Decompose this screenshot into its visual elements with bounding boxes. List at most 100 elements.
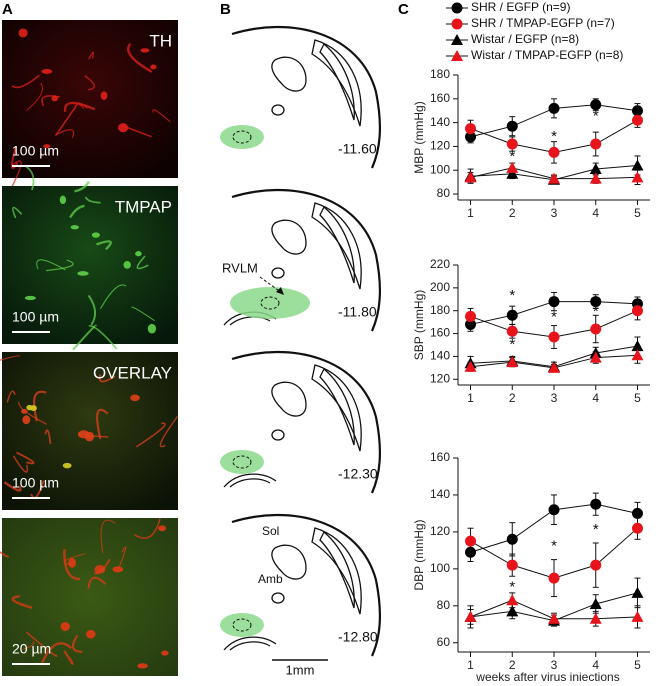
- rvlm-region: [220, 125, 264, 149]
- cell: [147, 323, 157, 334]
- y-tick-label: 180: [430, 67, 450, 81]
- peduncle: [319, 42, 355, 121]
- point: [589, 351, 602, 363]
- significance: *: [509, 336, 515, 353]
- legend-label: SHR / TMPAP-EGFP (n=7): [471, 16, 615, 30]
- fiber: [159, 415, 179, 448]
- fiber: [12, 455, 29, 473]
- legend-entry: Wistar / EGFP (n=8): [446, 32, 579, 46]
- fiber: [16, 451, 35, 465]
- point: [506, 533, 518, 545]
- pyramid: [223, 473, 277, 488]
- cell: [41, 69, 53, 74]
- legend-label: Wistar / EGFP (n=8): [471, 32, 579, 46]
- point: [631, 305, 643, 317]
- significance: *: [551, 309, 557, 326]
- nucleus-label: Sol: [262, 524, 279, 538]
- point: [631, 340, 644, 352]
- fiber: [26, 82, 43, 111]
- x-tick-label: 3: [551, 391, 558, 405]
- fiber: [127, 42, 153, 73]
- cell: [140, 48, 150, 53]
- image-bg: [2, 518, 178, 676]
- fiber: [84, 75, 95, 91]
- x-tick-label: 3: [551, 206, 558, 220]
- image-caption: TMPAP: [115, 197, 172, 216]
- micrograph: 20 µm: [0, 518, 178, 676]
- significance: *: [551, 128, 557, 145]
- point: [590, 296, 602, 308]
- fiber: [0, 355, 21, 361]
- cell: [43, 144, 51, 149]
- fiber: [63, 101, 96, 113]
- y-tick-label: 160: [430, 91, 450, 105]
- point: [548, 146, 560, 158]
- brain-section: -12.30: [220, 351, 381, 494]
- point: [506, 138, 518, 150]
- brain-section: -11.80 RVLM: [222, 189, 381, 332]
- peduncle: [311, 202, 362, 290]
- fiber: [30, 480, 45, 499]
- fiber: [26, 631, 58, 657]
- fiber: [100, 519, 116, 554]
- point: [506, 356, 519, 368]
- arrowhead: [276, 287, 284, 295]
- significance: *: [593, 521, 599, 538]
- y-tick-label: 220: [430, 257, 450, 271]
- cell: [68, 558, 77, 568]
- panel-c: SHR / EGFP (n=9) SHR / TMPAP-EGFP (n=7) Wi…: [412, 0, 650, 684]
- fiber: [84, 196, 101, 204]
- fiber: [63, 650, 74, 665]
- rvlm-outline: [232, 618, 252, 632]
- fiber: [3, 481, 22, 492]
- point: [506, 594, 519, 606]
- x-tick-label: 5: [634, 658, 641, 672]
- cell: [123, 261, 131, 269]
- cell: [100, 91, 108, 101]
- image-caption: TH: [149, 31, 172, 50]
- point: [631, 159, 644, 171]
- panel-b: -11.60 -11.80 RVLM -12.30 -12.80 Sol Amb 1mm: [220, 26, 381, 677]
- y-tick-label: 120: [430, 371, 450, 385]
- y-axis-label: SBP (mmHg): [412, 290, 426, 360]
- peduncle: [319, 205, 355, 284]
- point: [506, 559, 518, 571]
- image-bg: [2, 352, 178, 510]
- fiber: [36, 259, 66, 271]
- cell: [77, 271, 89, 276]
- cell: [86, 629, 96, 639]
- legend-marker: [451, 2, 463, 14]
- nucleus: [271, 592, 285, 604]
- point: [548, 296, 560, 308]
- fiber: [12, 206, 23, 219]
- rvlm-region: [220, 613, 264, 637]
- peduncle: [311, 39, 362, 127]
- y-tick-label: 140: [430, 487, 450, 501]
- micrograph: TMPAP 100 µm: [2, 165, 178, 351]
- significance: *: [551, 538, 557, 555]
- cell: [51, 95, 58, 102]
- y-tick-label: 140: [430, 115, 450, 129]
- nucleus: [271, 544, 307, 580]
- panel-label: B: [220, 1, 231, 18]
- cell: [150, 64, 157, 70]
- y-tick-label: 160: [430, 450, 450, 464]
- micrograph: OVERLAY 100 µm: [0, 352, 179, 510]
- fiber: [6, 390, 16, 403]
- point: [506, 325, 518, 337]
- cell: [91, 232, 100, 238]
- fiber: [87, 294, 97, 326]
- peduncle: [311, 527, 362, 615]
- point: [548, 361, 560, 373]
- point: [506, 167, 519, 179]
- y-tick-label: 200: [430, 280, 450, 294]
- fiber: [152, 109, 171, 123]
- fiber: [44, 429, 52, 445]
- fiber: [87, 576, 107, 589]
- rvlm-region: [230, 287, 310, 319]
- point: [631, 171, 644, 183]
- point: [464, 171, 477, 183]
- legend-label: Wistar / TMPAP-EGFP (n=8): [471, 48, 623, 62]
- point: [631, 349, 644, 361]
